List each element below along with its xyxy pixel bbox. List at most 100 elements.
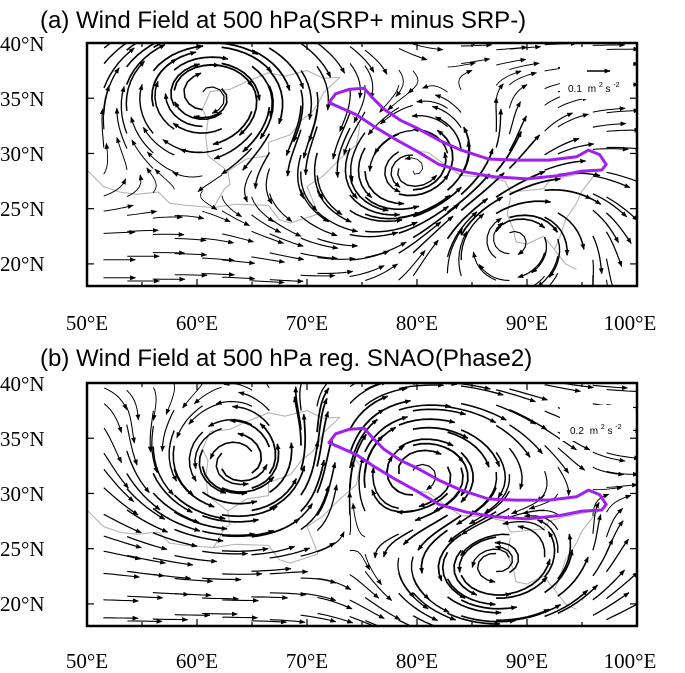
panel-a-stream-arrow [127,228,159,233]
panel-b-stream-arrow [192,427,222,470]
panel-a-stream-arrow [592,146,629,152]
panel-a-stream-arrow [202,272,235,277]
panel-b-stream-arrow [126,536,168,551]
panel-a-stream-arrow [202,64,253,87]
panel-b-stream-arrow [641,538,670,558]
panel-a-stream-arrow [221,147,253,175]
panel-b-stream-arrow [251,478,298,512]
panel-b-stream-arrow [103,403,123,434]
panel-a-stream-arrow [398,173,450,197]
panel-a-stream-arrow [242,133,271,171]
panel-b-stream-arrow [316,383,329,407]
panel-b-stream-arrow [317,578,352,591]
panel-a-stream-arrow [412,151,448,191]
panel-b-stream-arrow [317,612,354,624]
panel-b-stream-arrow [397,557,415,598]
panel-b-stream-arrow [606,494,632,513]
panel-b-country-border [87,509,214,549]
panel-b-stream-arrow [460,451,474,503]
panel-a-stream-arrow [269,252,305,262]
panel-b-stream-arrow [351,502,366,538]
panel-b-stream-arrow [557,584,599,614]
panel-b-stream-arrow [188,431,204,482]
panel-b-stream-arrow [358,456,366,512]
panel-a-stream-arrow [349,209,403,223]
panel-a-stream-arrow [103,178,127,197]
panel-a-lon-label-100: 100°E [604,311,657,335]
panel-a-country-border [213,203,319,224]
panel-b-stream-arrow [641,610,676,621]
panel-a-stream-arrow [300,70,313,121]
panel-a-stream-arrow [268,47,305,90]
panel-a-stream-arrow [460,196,504,236]
panel-a-stream-arrow [308,92,319,143]
panel-a-stream-arrow [641,134,674,135]
panel-b-stream-arrow [605,507,624,538]
panel-b-stream-arrow [152,573,192,581]
panel-a-stream-arrow [379,104,414,125]
panel-b-country-border [213,543,319,564]
panel-b-stream-arrow [557,447,586,471]
panel-b-stream-arrow [382,529,414,558]
panel-b-stream-arrow [417,514,462,551]
panel-b-stream-arrow [316,461,337,516]
panel-a-stream-arrow [605,231,623,268]
panel-a-stream-arrow [641,151,674,155]
panel-a-stream-arrow [606,108,637,114]
panel-a-stream-arrow [509,230,527,256]
panel-b-stream-arrow [557,533,573,580]
panel-a-stream-arrow [349,46,375,73]
panel-b-stream-arrow [349,433,367,489]
panel-b-stream-arrow [221,463,268,482]
panel-a-stream-arrow [412,186,462,218]
panel-b-stream-arrow [103,452,129,489]
panel-a-stream-arrow [397,168,438,187]
panel-b-stream-arrow [509,388,548,401]
panel-a-stream-arrow [174,215,205,220]
panel-b-stream-arrow [460,533,510,557]
panel-b-stream-arrow [544,549,574,594]
panel-a-stream-arrow [434,94,462,113]
panel-a-stream-arrow [131,139,154,169]
panel-b-stream-arrow [316,484,338,532]
panel-b-stream-arrow [364,571,393,601]
panel-a-stream-arrow [458,230,468,277]
panel-b-stream-arrow [641,425,675,427]
panel-a-stream-arrow [532,276,546,286]
panel-b-stream-arrow [536,470,548,502]
panel-b-stream-arrow [592,569,626,601]
panel-b-stream-arrow [103,487,139,516]
panel-a-stream-arrow [458,69,473,91]
panel-b-stream-arrow [222,571,263,577]
panel-b-lon-label-50: 50°E [66,649,108,673]
panel-a-reference-vector: 0.1 m 2 s -2 [560,59,633,99]
panel-a-stream-arrow [357,147,373,199]
panel-a-stream-arrow [221,195,243,218]
panel-a-stream-arrow [495,108,504,148]
panel-a-stream-arrow [146,167,157,193]
panel-a-stream-arrow [202,237,235,245]
panel-b-stream-arrow [453,549,478,596]
panel-a-stream-arrow [592,259,594,286]
panel-b-stream-arrow [495,404,537,425]
panel-a-lon-labels: 50°E 60°E 70°E 80°E 90°E 100°E [66,311,656,335]
panel-a-country-border [504,169,599,193]
panel-b-stream-arrow [447,406,497,424]
panel-a-stream-arrow [592,193,628,218]
panel-a-stream-arrow [384,151,401,193]
panel-b-lat-label-35: 35°N [0,427,45,451]
panel-a-stream-arrow [202,210,231,223]
panel-a-stream-arrow [398,250,426,281]
panel-b-stream-arrow [364,383,383,391]
panel-a-stream-arrow [202,86,225,114]
panel-a-stream-arrow [222,276,256,281]
panel-a-stream-arrow [331,112,351,160]
panel-a-stream-arrow [606,127,637,133]
panel-a-stream-arrow [222,259,256,266]
panel-a-stream-arrow [300,215,338,237]
panel-b-stream-arrow [317,596,353,610]
panel-b-lat-label-25: 25°N [0,537,45,561]
panel-a-stream-arrow [395,69,404,97]
panel-b-stream-arrow [494,545,513,573]
panel-b-stream-arrow [103,550,142,561]
